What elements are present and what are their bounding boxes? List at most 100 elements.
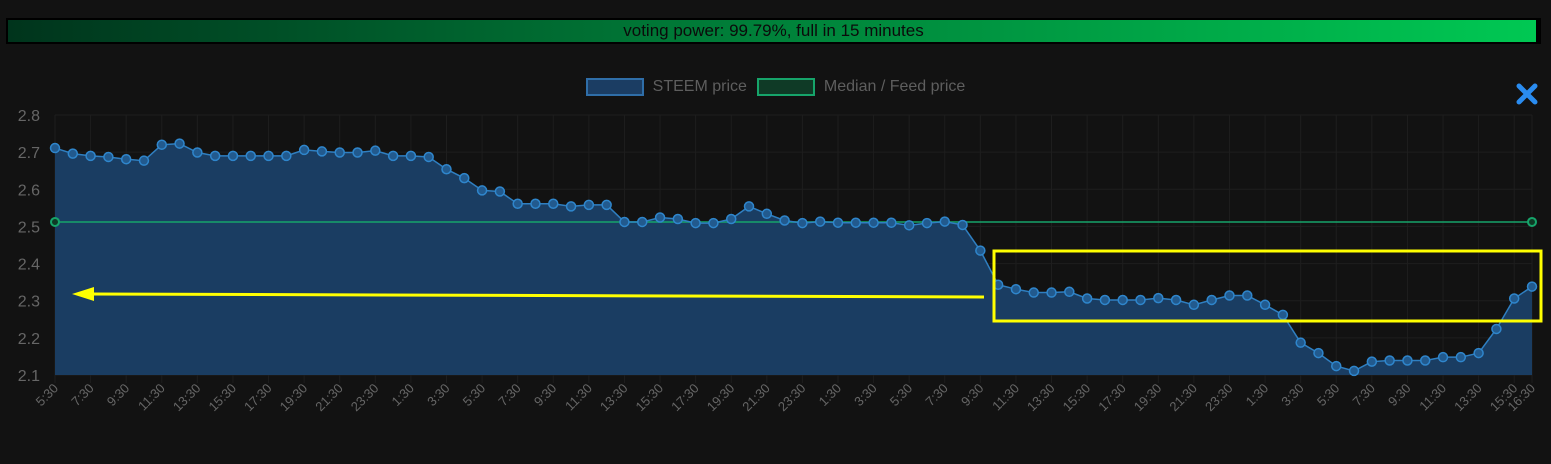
price-point	[743, 201, 755, 212]
annotation-arrow-head-icon	[72, 287, 94, 301]
price-point	[1170, 294, 1182, 306]
price-point	[725, 213, 737, 225]
legend-label: Median / Feed price	[823, 78, 966, 95]
x-tick-label: 23:30	[775, 381, 809, 415]
price-point	[1224, 290, 1235, 301]
price-point	[1099, 294, 1111, 306]
price-point	[708, 217, 719, 229]
x-tick-label: 21:30	[739, 381, 773, 415]
legend-swatch	[756, 78, 815, 96]
x-tick-label: 19:30	[1131, 381, 1165, 415]
x-tick-label: 15:30	[633, 381, 667, 415]
price-point	[49, 142, 61, 154]
x-tick-label: 7:30	[68, 381, 97, 410]
price-point	[921, 217, 933, 229]
x-tick-label: 21:30	[1166, 381, 1200, 415]
price-point	[1455, 351, 1467, 363]
x-tick-label: 17:30	[241, 381, 275, 415]
x-tick-label: 21:30	[312, 381, 346, 415]
price-point	[512, 198, 523, 210]
price-point	[316, 146, 328, 157]
price-point	[1508, 293, 1520, 304]
price-point	[459, 172, 470, 184]
price-point	[1117, 294, 1128, 306]
price-point	[1046, 287, 1057, 298]
y-tick-label: 2.1	[18, 368, 40, 385]
price-point	[120, 153, 132, 165]
median-point	[50, 216, 60, 227]
price-point	[814, 216, 826, 227]
price-point	[1135, 294, 1146, 306]
legend-item-median-feed-price[interactable]: Median / Feed price	[756, 78, 966, 96]
voting-power-bar: voting power: 99.79%, full in 15 minutes	[6, 18, 1541, 44]
x-tick-label: 15:30	[1060, 381, 1094, 415]
y-tick-label: 2.7	[18, 145, 40, 162]
price-point	[1028, 287, 1039, 298]
x-tick-label: 15:30	[205, 381, 239, 415]
median-point	[1527, 216, 1537, 227]
legend-swatch	[585, 78, 644, 96]
x-tick-label: 9:30	[531, 381, 560, 410]
price-point	[85, 150, 96, 162]
price-point	[619, 216, 630, 228]
price-point	[583, 199, 595, 211]
price-point	[654, 212, 666, 223]
highlight-box	[992, 249, 1543, 323]
y-tick-label: 2.5	[18, 219, 40, 236]
price-point	[156, 139, 168, 150]
price-point	[548, 198, 559, 210]
price-point	[1331, 360, 1342, 372]
price-point	[1153, 292, 1164, 304]
price-point	[263, 150, 274, 162]
x-tick-label: 11:30	[562, 381, 595, 414]
price-point	[690, 217, 701, 229]
price-point	[1313, 347, 1324, 359]
x-tick-label: 3:30	[424, 381, 453, 410]
x-tick-label: 7:30	[922, 381, 951, 410]
close-icon[interactable]	[1515, 82, 1539, 106]
price-point	[352, 147, 363, 158]
price-point	[601, 199, 612, 211]
legend-item-steem-price[interactable]: STEEM price	[585, 78, 747, 96]
price-point	[1473, 347, 1484, 359]
y-tick-label: 2.8	[18, 108, 40, 125]
price-point	[1259, 299, 1271, 311]
price-point	[868, 217, 879, 228]
price-point	[1384, 355, 1395, 366]
price-point	[1419, 355, 1431, 366]
price-point	[1242, 290, 1253, 301]
voting-power-fill	[8, 20, 1536, 42]
price-point	[1064, 286, 1075, 298]
price-point	[281, 150, 292, 162]
legend-label: STEEM price	[652, 78, 747, 95]
x-tick-label: 11:30	[1416, 381, 1449, 414]
x-tick-label: 9:30	[958, 381, 987, 410]
price-point	[67, 148, 79, 159]
x-tick-label: 3:30	[851, 381, 880, 410]
price-area	[55, 143, 1532, 375]
price-point	[334, 147, 345, 158]
chart-legend: STEEM price Median / Feed price	[0, 78, 1551, 96]
price-point	[387, 150, 399, 162]
x-tick-label: 5:30	[1314, 381, 1343, 410]
price-point	[939, 216, 951, 227]
x-tick-label: 3:30	[1278, 381, 1307, 410]
price-point	[1295, 337, 1306, 348]
x-tick-label: 11:30	[135, 381, 168, 414]
x-tick-label: 7:30	[495, 381, 524, 410]
price-point	[761, 208, 773, 220]
price-point	[1206, 294, 1217, 306]
price-point	[975, 245, 986, 256]
price-point	[832, 217, 844, 228]
price-point	[423, 151, 434, 163]
annotation-arrow-line	[89, 292, 985, 299]
price-point	[1081, 293, 1093, 304]
x-tick-label: 1:30	[1243, 381, 1272, 410]
x-tick-label: 23:30	[1202, 381, 1236, 415]
x-tick-label: 7:30	[1349, 381, 1378, 410]
price-point	[1437, 351, 1449, 363]
y-tick-label: 2.6	[18, 182, 40, 199]
price-point	[850, 217, 862, 228]
x-tick-label: 1:30	[816, 381, 845, 410]
price-point	[1188, 299, 1200, 311]
